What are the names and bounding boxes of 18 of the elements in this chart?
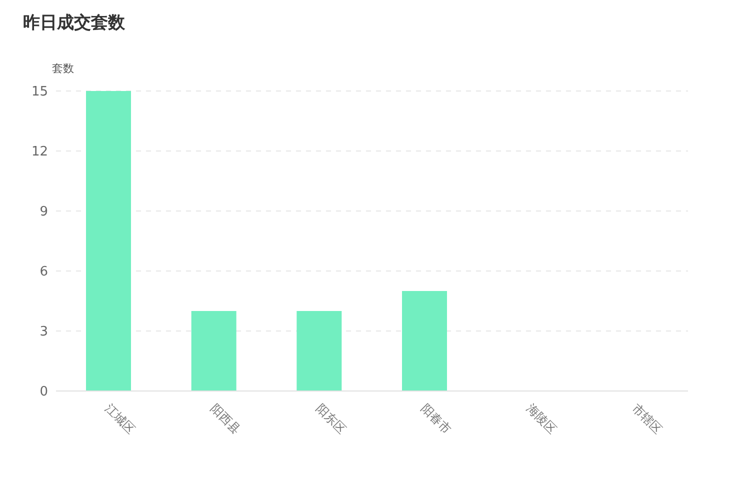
y-tick-label: 9 xyxy=(40,204,48,220)
y-tick-label: 15 xyxy=(31,84,48,100)
x-tick-label: 江城区 xyxy=(102,401,138,437)
y-axis-title: 套数 xyxy=(52,61,74,76)
x-tick-label: 阳春市 xyxy=(418,401,454,437)
bar xyxy=(191,311,236,391)
x-tick-label: 阳东区 xyxy=(313,401,349,437)
chart-title: 昨日成交套数 xyxy=(23,12,125,34)
y-tick-label: 6 xyxy=(40,264,48,280)
y-tick-label: 0 xyxy=(40,384,48,400)
bar xyxy=(86,91,131,391)
x-tick-label: 海陵区 xyxy=(524,401,560,437)
y-tick-label: 12 xyxy=(31,144,48,160)
y-tick-label: 3 xyxy=(40,324,48,340)
bar xyxy=(402,291,447,391)
x-tick-label: 阳西县 xyxy=(208,401,244,437)
x-tick-label: 市辖区 xyxy=(629,401,665,437)
bar xyxy=(296,311,342,391)
